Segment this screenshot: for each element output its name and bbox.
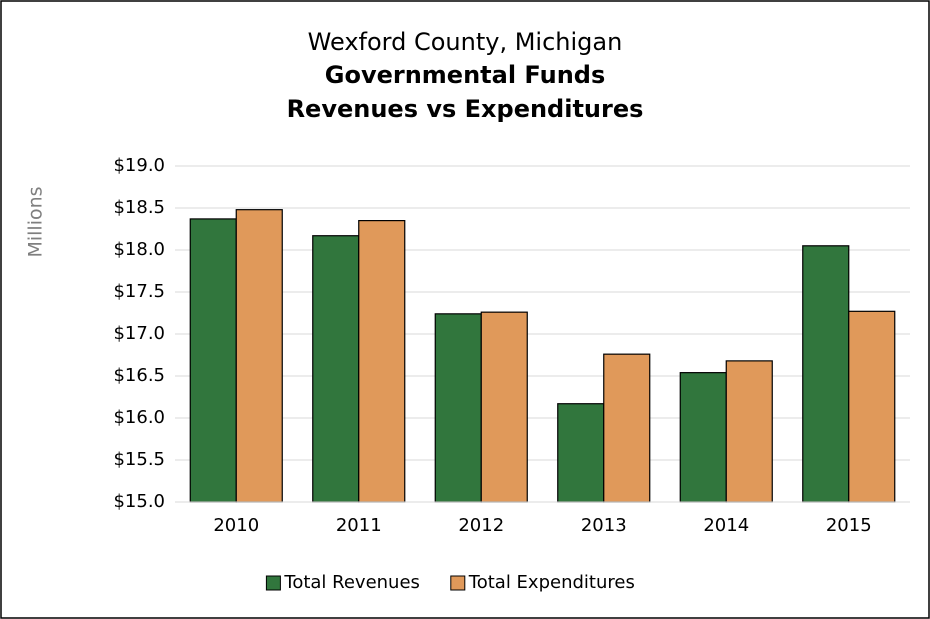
- y-tick-label: $17.5: [113, 281, 165, 302]
- bar: [235, 209, 283, 503]
- y-axis-label: Millions: [25, 186, 47, 257]
- y-tick-label: $16.0: [113, 407, 165, 428]
- y-tick-label: $19.0: [113, 155, 165, 176]
- chart-title: Revenues vs Expenditures: [287, 95, 644, 123]
- x-tick-label: 2015: [826, 515, 872, 536]
- bar: [358, 220, 406, 503]
- legend-label: Total Expenditures: [468, 572, 635, 593]
- y-tick-label: $15.5: [113, 449, 165, 470]
- chart-title: Governmental Funds: [325, 61, 606, 89]
- y-tick-label: $15.0: [113, 491, 165, 512]
- bar: [603, 353, 651, 503]
- bar: [312, 235, 360, 503]
- bar: [848, 310, 896, 503]
- y-tick-label: $16.5: [113, 365, 165, 386]
- x-tick-label: 2010: [213, 515, 259, 536]
- legend-swatch: [265, 575, 281, 591]
- bar: [725, 360, 773, 503]
- y-tick-label: $18.0: [113, 239, 165, 260]
- bar: [434, 313, 482, 503]
- bar: [480, 311, 528, 503]
- bar: [679, 372, 727, 503]
- legend-label: Total Revenues: [283, 572, 420, 593]
- x-tick-label: 2011: [336, 515, 382, 536]
- x-tick-label: 2013: [581, 515, 627, 536]
- bar: [557, 403, 605, 503]
- chart-title: Wexford County, Michigan: [308, 28, 623, 56]
- x-tick-label: 2014: [703, 515, 749, 536]
- x-tick-label: 2012: [458, 515, 504, 536]
- bar: [189, 218, 237, 503]
- y-tick-label: $18.5: [113, 197, 165, 218]
- y-tick-label: $17.0: [113, 323, 165, 344]
- bar: [802, 245, 850, 503]
- legend-swatch: [450, 575, 466, 591]
